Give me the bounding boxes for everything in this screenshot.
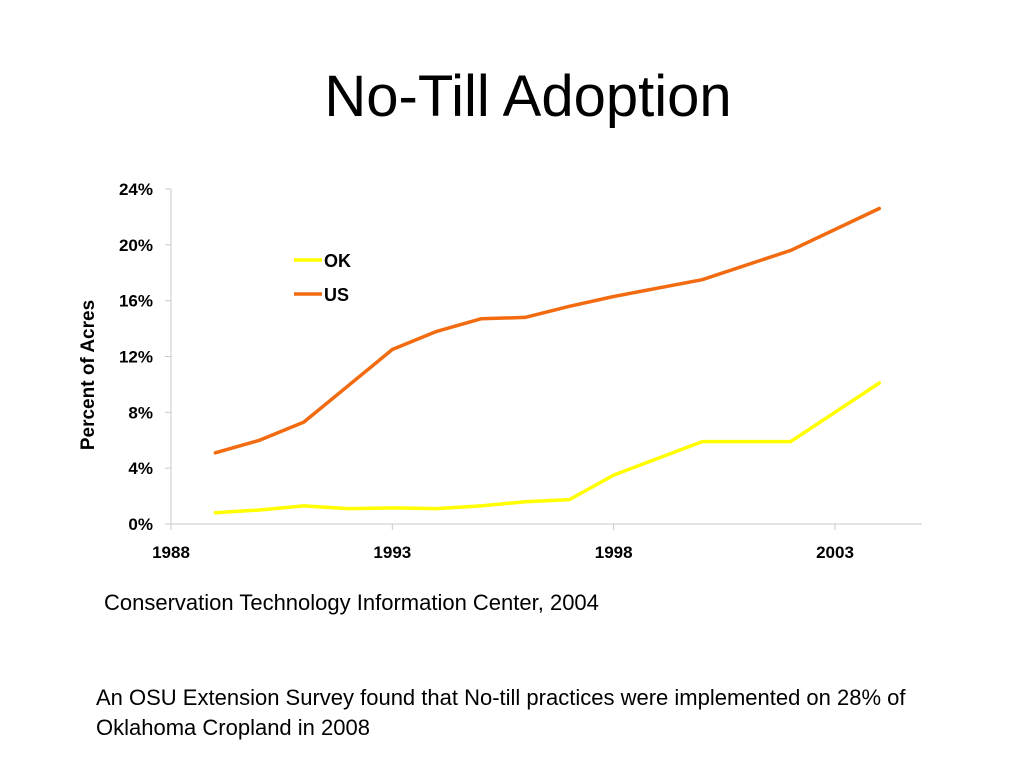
y-tick-label: 20%: [119, 236, 153, 255]
x-tick-label: 1998: [595, 543, 633, 562]
y-tick-label: 16%: [119, 292, 153, 311]
series-line-ok: [213, 381, 882, 515]
chart-series: [213, 206, 882, 515]
source-citation: Conservation Technology Information Cent…: [104, 590, 599, 615]
y-tick-label: 24%: [119, 180, 153, 199]
y-tick-label: 0%: [128, 515, 153, 534]
y-tick-label: 12%: [119, 348, 153, 367]
legend-label-us: US: [324, 285, 349, 305]
legend-label-ok: OK: [324, 251, 351, 271]
y-tick-label: 8%: [128, 403, 153, 422]
x-tick-label: 1988: [152, 543, 190, 562]
chart-legend: OK US: [294, 251, 351, 305]
y-axis-title: Percent of Acres: [78, 300, 99, 450]
slide-title: No-Till Adoption: [324, 64, 732, 129]
y-tick-label: 4%: [128, 459, 153, 478]
x-tick-label: 2003: [816, 543, 854, 562]
y-axis-ticks: 0% 4% 8% 12% 16% 20% 24%: [119, 180, 171, 534]
x-tick-label: 1993: [373, 543, 411, 562]
x-axis-ticks: 1988 1993 1998 2003: [152, 524, 854, 562]
chart-axes: [170, 189, 922, 525]
survey-note: An OSU Extension Survey found that No-ti…: [96, 685, 906, 740]
series-line-us: [213, 206, 882, 455]
